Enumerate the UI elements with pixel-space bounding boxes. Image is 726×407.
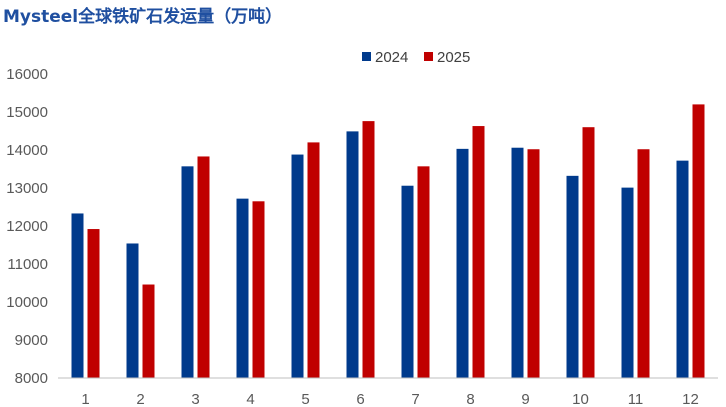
bar-2025-10 — [582, 127, 595, 378]
bar-2024-12 — [676, 160, 689, 378]
x-tick-label: 10 — [572, 391, 589, 407]
bar-2025-6 — [362, 121, 375, 379]
legend: 2024 2025 — [362, 49, 470, 66]
x-axis: 1 2 3 4 5 6 7 8 9 10 11 12 — [81, 391, 699, 407]
bar-2025-3 — [197, 156, 210, 378]
bar-2024-8 — [456, 148, 469, 378]
y-tick-label: 11000 — [7, 256, 48, 273]
y-tick-label: 15000 — [6, 104, 48, 121]
y-tick-label: 14000 — [6, 142, 48, 159]
y-tick-label: 13000 — [6, 180, 48, 197]
x-tick-label: 9 — [521, 391, 529, 407]
bar-2025-5 — [307, 142, 320, 378]
bar-2024-5 — [291, 154, 304, 378]
legend-label-2025: 2025 — [437, 49, 470, 66]
y-tick-label: 12000 — [6, 218, 48, 235]
legend-swatch-2024 — [362, 52, 371, 61]
y-axis: 8000 9000 10000 11000 12000 13000 14000 15000 16… — [6, 66, 48, 387]
bar-2024-11 — [621, 187, 634, 378]
bar-2025-8 — [472, 126, 485, 378]
x-tick-label: 8 — [466, 391, 474, 407]
bar-2024-2 — [126, 243, 139, 378]
x-tick-label: 4 — [246, 391, 254, 407]
x-tick-label: 11 — [628, 391, 644, 407]
bar-2025-11 — [637, 149, 650, 378]
chart-title: Mysteel全球铁矿石发运量（万吨） — [3, 7, 283, 27]
x-tick-label: 7 — [411, 391, 419, 407]
bar-2024-3 — [181, 166, 194, 378]
bar-2025-9 — [527, 149, 540, 378]
bar-2025-1 — [87, 229, 100, 378]
x-tick-label: 1 — [81, 391, 89, 407]
bar-2024-9 — [511, 147, 524, 378]
bar-2024-4 — [236, 198, 249, 378]
bars — [71, 104, 705, 379]
bar-2024-6 — [346, 131, 359, 378]
bar-2025-12 — [692, 104, 705, 379]
y-tick-label: 8000 — [15, 370, 48, 387]
x-tick-label: 5 — [301, 391, 309, 407]
x-tick-label: 6 — [356, 391, 364, 407]
bar-2025-7 — [417, 166, 430, 378]
bar-2025-2 — [142, 284, 155, 378]
x-tick-label: 12 — [682, 391, 699, 407]
legend-label-2024: 2024 — [375, 49, 408, 66]
x-tick-label: 2 — [136, 391, 144, 407]
x-tick-label: 3 — [191, 391, 199, 407]
bar-2024-7 — [401, 185, 414, 378]
legend-swatch-2025 — [424, 52, 433, 61]
y-tick-label: 10000 — [6, 294, 48, 311]
bar-2024-1 — [71, 213, 84, 378]
bar-2025-4 — [252, 201, 265, 378]
bar-2024-10 — [566, 175, 579, 378]
y-tick-label: 9000 — [15, 332, 48, 349]
y-tick-label: 16000 — [6, 66, 48, 83]
